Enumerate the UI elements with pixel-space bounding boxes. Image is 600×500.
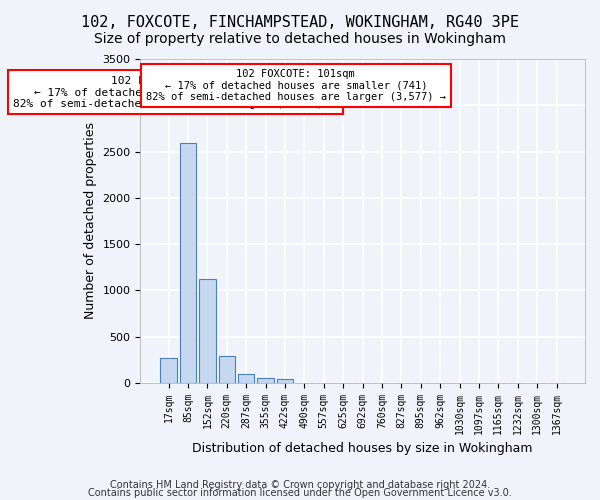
Bar (218, 356, 235, 383)
Bar (180, 143, 196, 383)
X-axis label: Distribution of detached houses by size in Wokingham: Distribution of detached houses by size … (193, 442, 533, 455)
Bar (199, 279, 215, 383)
Bar (238, 374, 254, 383)
Text: Size of property relative to detached houses in Wokingham: Size of property relative to detached ho… (94, 32, 506, 46)
Text: 102 FOXCOTE: 101sqm
← 17% of detached houses are smaller (741)
82% of semi-detac: 102 FOXCOTE: 101sqm ← 17% of detached ho… (146, 68, 446, 102)
Text: 102 FOXCOTE: 101sqm
← 17% of detached houses are smaller (741)
82% of semi-detac: 102 FOXCOTE: 101sqm ← 17% of detached ho… (13, 76, 337, 109)
Text: Contains HM Land Registry data © Crown copyright and database right 2024.: Contains HM Land Registry data © Crown c… (110, 480, 490, 490)
Text: Contains public sector information licensed under the Open Government Licence v3: Contains public sector information licen… (88, 488, 512, 498)
Bar (277, 380, 293, 383)
Bar (257, 378, 274, 383)
Bar (160, 358, 177, 383)
Text: 102, FOXCOTE, FINCHAMPSTEAD, WOKINGHAM, RG40 3PE: 102, FOXCOTE, FINCHAMPSTEAD, WOKINGHAM, … (81, 15, 519, 30)
Y-axis label: Number of detached properties: Number of detached properties (84, 122, 97, 320)
